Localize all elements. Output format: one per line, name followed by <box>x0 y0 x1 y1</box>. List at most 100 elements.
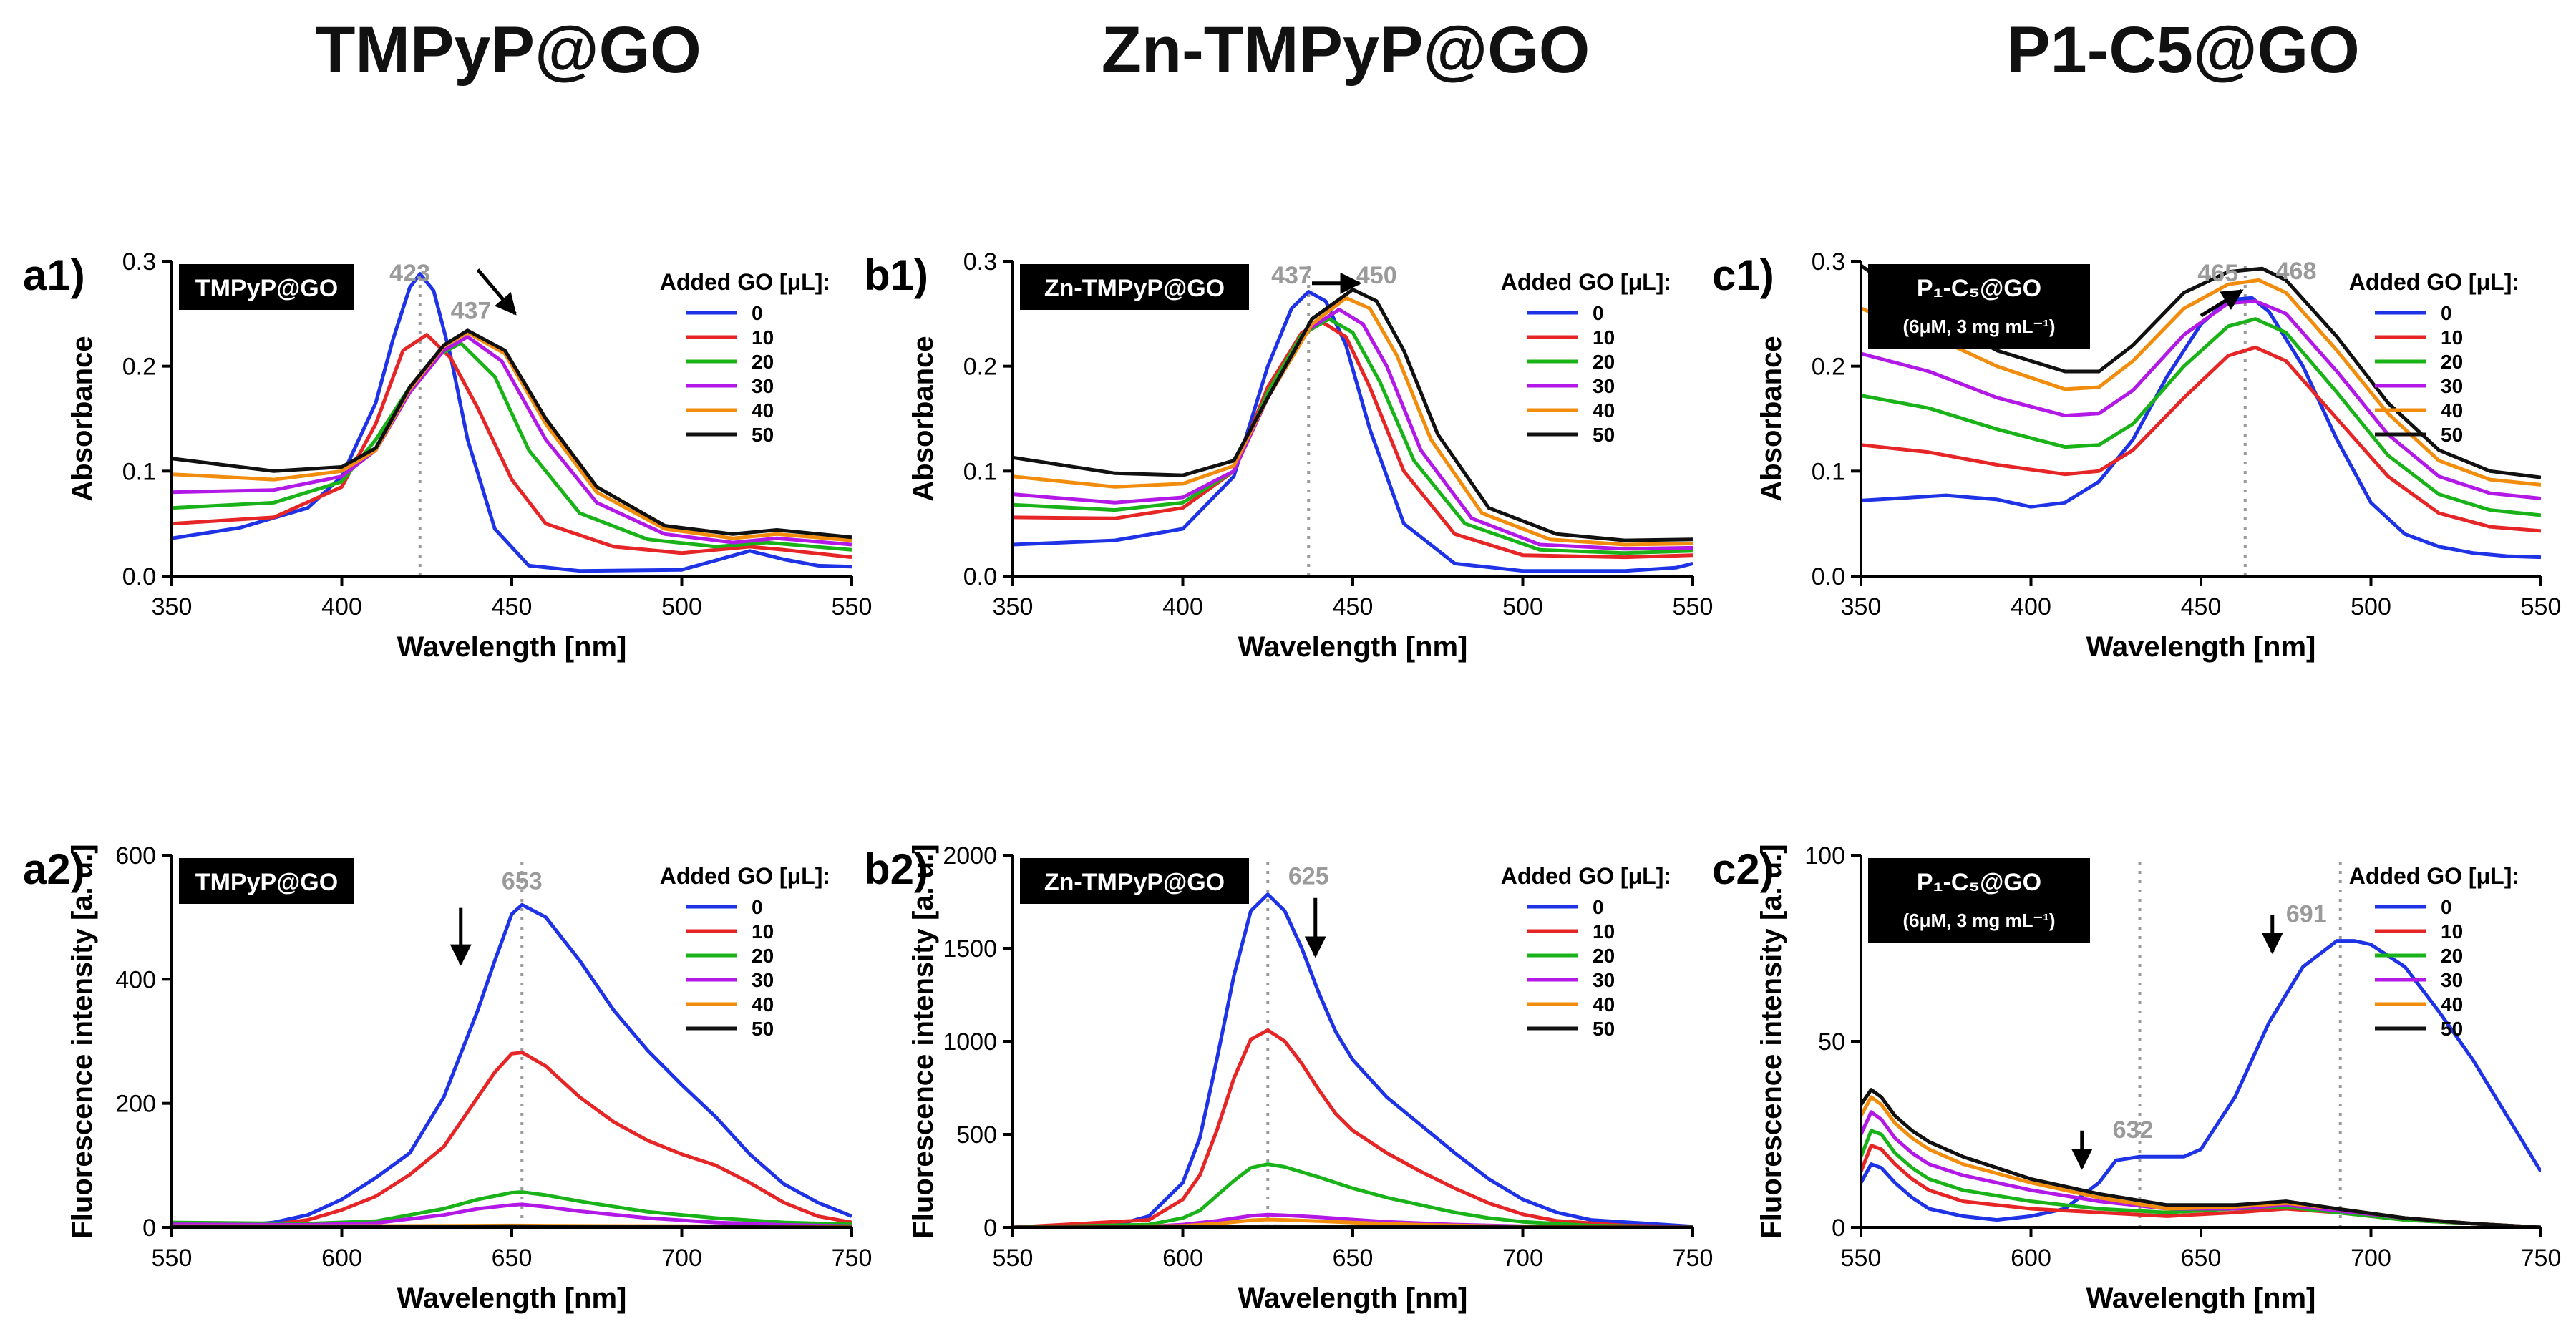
a2-panel-label: a2) <box>23 845 85 893</box>
b1-panel-label: b1) <box>864 251 928 299</box>
b1-legend-title: Added GO [μL]: <box>1501 269 1671 295</box>
c2-box-label-bg <box>1868 858 2090 943</box>
b1-y-tick-label-3: 0.3 <box>963 248 997 276</box>
a2-x-axis-label: Wavelength [nm] <box>397 1282 627 1314</box>
c1-annotation-1: 468 <box>2276 258 2317 285</box>
c2-legend-label-40: 40 <box>2441 993 2463 1016</box>
b1-legend-label-40: 40 <box>1593 399 1615 422</box>
a2-y-tick-label-3: 600 <box>115 842 156 870</box>
a1-series-50 <box>172 328 852 540</box>
b2-legend-label-50: 50 <box>1593 1018 1615 1040</box>
a1-y-axis-label: Absorbance <box>67 336 98 501</box>
c1-y-tick-label-3: 0.3 <box>1812 248 1845 276</box>
c1-x-tick-label-1: 400 <box>2011 593 2051 620</box>
a1-legend-label-30: 30 <box>752 375 774 397</box>
b1-legend-label-0: 0 <box>1593 302 1604 324</box>
c2-series-50 <box>1861 1088 2541 1227</box>
a2-y-tick-label-0: 0 <box>142 1214 156 1242</box>
a1-series-0 <box>172 272 852 573</box>
a1-x-tick-label-1: 400 <box>321 593 362 620</box>
b2-y-tick-label-0: 0 <box>983 1214 997 1242</box>
b2-legend-label-30: 30 <box>1593 969 1615 991</box>
b1-series-30 <box>1013 308 1693 551</box>
c1-x-tick-label-2: 450 <box>2181 593 2222 620</box>
c2-x-axis-label: Wavelength [nm] <box>2086 1282 2316 1314</box>
a1-legend-label-20: 20 <box>752 351 774 373</box>
c1-arrow-0 <box>2200 288 2244 318</box>
b1-legend-label-50: 50 <box>1593 424 1615 446</box>
column-title-p1c5: P1-C5@GO <box>1789 13 2576 88</box>
b2-box-label-line-0: Zn-TMPyP@GO <box>1044 869 1225 896</box>
c1-series-20 <box>1861 317 2541 517</box>
b1-x-tick-label-4: 550 <box>1673 593 1714 620</box>
c1-y-tick-label-1: 0.1 <box>1812 458 1845 485</box>
c2-legend-label-50: 50 <box>2441 1018 2463 1040</box>
b2-x-tick-label-1: 600 <box>1162 1245 1203 1272</box>
c2-box-label-line-0: P₁-C₅@GO <box>1917 869 2041 896</box>
c2-x-tick-label-4: 750 <box>2521 1245 2562 1272</box>
c2-series-20 <box>1861 1129 2541 1227</box>
a1-y-tick-label-0: 0.0 <box>122 563 156 590</box>
column-title-tmpyp: TMPyP@GO <box>315 14 701 87</box>
a2-series-10 <box>172 1051 852 1227</box>
a2-box-label-bg <box>179 858 354 904</box>
a1-panel-label: a1) <box>23 251 85 299</box>
c1-series-10 <box>1861 345 2541 533</box>
b1-y-tick-label-2: 0.2 <box>963 354 997 381</box>
b1-series-40 <box>1013 296 1693 547</box>
c2-series-30 <box>1861 1110 2541 1227</box>
c2-panel-label: c2) <box>1712 845 1774 893</box>
c1-x-tick-label-3: 500 <box>2351 593 2391 620</box>
c1-legend-label-10: 10 <box>2441 326 2463 349</box>
b2-x-tick-label-3: 700 <box>1502 1245 1543 1272</box>
a1-legend-label-50: 50 <box>752 424 774 446</box>
b2-series-10 <box>1013 1028 1693 1227</box>
c2-annotation-1: 632 <box>2113 1116 2154 1144</box>
c1-series-40 <box>1861 278 2541 487</box>
c1-legend-label-50: 50 <box>2441 424 2463 446</box>
a2-annotation-0: 653 <box>502 868 543 895</box>
c1-panel-label: c1) <box>1712 251 1774 299</box>
a1-legend-label-10: 10 <box>752 326 774 349</box>
c2-legend-title: Added GO [μL]: <box>2349 863 2519 889</box>
c1-legend-label-20: 20 <box>2441 351 2463 373</box>
c1-x-axis-label: Wavelength [nm] <box>2086 631 2316 663</box>
a1-series-30 <box>172 335 852 547</box>
b1-x-tick-label-2: 450 <box>1333 593 1374 620</box>
a1-box-label-bg <box>179 264 354 310</box>
c2-series-0 <box>1861 939 2541 1222</box>
b2-x-axis-label: Wavelength [nm] <box>1238 1282 1468 1314</box>
a1-series-40 <box>172 331 852 542</box>
b1-x-axis-label: Wavelength [nm] <box>1238 631 1468 663</box>
b1-annotation-0: 437 <box>1271 262 1312 289</box>
a1-x-axis-label: Wavelength [nm] <box>397 631 627 663</box>
b2-x-tick-label-2: 650 <box>1333 1245 1374 1272</box>
column-title-zn-tmpyp: Zn-TMPyP@GO <box>1101 14 1590 87</box>
c1-y-axis-label: Absorbance <box>1756 336 1787 501</box>
b1-legend-label-20: 20 <box>1593 351 1615 373</box>
a2-legend-label-0: 0 <box>752 896 763 918</box>
c2-x-tick-label-0: 550 <box>1841 1245 1882 1272</box>
a2-x-tick-label-0: 550 <box>152 1245 193 1272</box>
b1-y-tick-label-0: 0.0 <box>963 563 997 590</box>
b2-x-tick-label-0: 550 <box>993 1245 1034 1272</box>
b2-series-20 <box>1013 1162 1693 1227</box>
b2-panel-label: b2) <box>864 845 928 893</box>
a2-x-tick-label-1: 600 <box>321 1245 362 1272</box>
c1-y-tick-label-2: 0.2 <box>1812 354 1845 381</box>
c2-x-tick-label-1: 600 <box>2011 1245 2051 1272</box>
c1-box-label-line-1: (6μM, 3 mg mL⁻¹) <box>1902 316 2055 337</box>
b2-series-0 <box>1013 892 1693 1227</box>
c1-x-tick-label-4: 550 <box>2521 593 2562 620</box>
c2-x-tick-label-3: 700 <box>2351 1245 2391 1272</box>
c1-legend-label-0: 0 <box>2441 302 2452 324</box>
b1-annotation-1: 450 <box>1356 262 1397 289</box>
c1-x-tick-label-0: 350 <box>1841 593 1882 620</box>
b2-y-tick-label-2: 1000 <box>943 1028 997 1056</box>
b2-legend-label-0: 0 <box>1593 896 1604 918</box>
a1-arrow-0 <box>476 268 517 316</box>
a2-legend-label-10: 10 <box>752 920 774 943</box>
